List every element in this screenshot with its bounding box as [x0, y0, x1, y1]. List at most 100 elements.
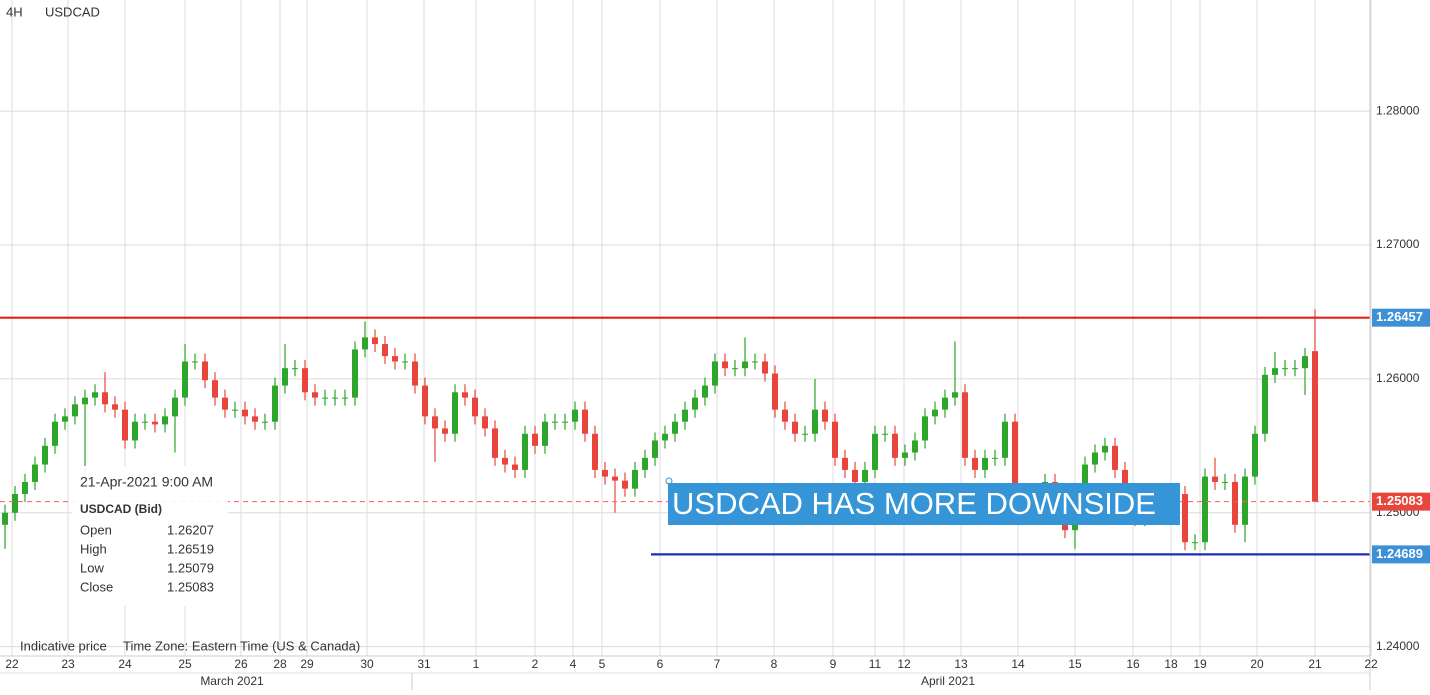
info-box	[72, 466, 228, 606]
candle-body	[672, 421, 678, 434]
candle-body	[322, 397, 328, 399]
candle-body	[782, 409, 788, 422]
candle-body	[152, 421, 158, 425]
footer-note: Indicative price	[20, 638, 107, 653]
candle-body	[1202, 476, 1208, 543]
candle-body	[1252, 433, 1258, 477]
candle-body	[282, 368, 288, 386]
y-tick-label: 1.27000	[1376, 237, 1420, 251]
candle-body	[382, 344, 388, 357]
candle-body	[222, 397, 228, 410]
candle-body	[42, 445, 48, 465]
candle-body	[472, 397, 478, 417]
x-tick-label: 16	[1126, 657, 1140, 671]
candle-body	[1122, 469, 1128, 495]
candle-body	[892, 433, 898, 458]
candle-body	[252, 416, 258, 422]
candle-body	[132, 421, 138, 441]
candle-body	[1312, 351, 1318, 502]
candle-body	[722, 361, 728, 369]
candle-body	[502, 457, 508, 465]
x-tick-label: 25	[178, 657, 192, 671]
candle-body	[102, 392, 108, 405]
y-tick-label: 1.26000	[1376, 371, 1420, 385]
candle-body	[562, 421, 568, 423]
x-tick-label: 23	[61, 657, 75, 671]
candle-body	[582, 409, 588, 434]
annotation-anchor	[665, 477, 673, 485]
candle-body	[332, 397, 338, 399]
candle-body	[262, 421, 268, 423]
candle-body	[572, 409, 578, 422]
candle-body	[652, 440, 658, 458]
candle-body	[242, 409, 248, 417]
candle-body	[12, 494, 18, 513]
info-label: High	[80, 541, 107, 556]
candle-body	[612, 476, 618, 481]
x-tick-label: 18	[1164, 657, 1178, 671]
candle-body	[2, 512, 8, 525]
x-tick-label: 31	[417, 657, 431, 671]
x-tick-label: 11	[869, 657, 882, 671]
x-tick-label: 28	[273, 657, 287, 671]
candle-body	[512, 464, 518, 470]
candle-body	[1112, 445, 1118, 470]
candle-body	[212, 380, 218, 398]
candle-body	[192, 361, 198, 363]
candle-body	[662, 433, 668, 441]
candle-body	[1222, 481, 1228, 483]
candle-body	[952, 392, 958, 398]
info-symbol: USDCAD (Bid)	[80, 502, 162, 516]
candle-body	[402, 361, 408, 363]
candle-body	[982, 457, 988, 470]
candle-body	[122, 409, 128, 441]
candle-body	[702, 385, 708, 398]
candle-body	[1242, 476, 1248, 525]
info-value: 1.26207	[167, 522, 214, 537]
timeframe: 4H	[6, 4, 23, 19]
candle-body	[1002, 421, 1008, 458]
x-tick-label: 2	[532, 657, 539, 671]
x-tick-label: 29	[300, 657, 314, 671]
info-label: Open	[80, 522, 112, 537]
candle-body	[62, 416, 68, 422]
candle-body	[842, 457, 848, 470]
candle-body	[632, 469, 638, 489]
candle-body	[682, 409, 688, 422]
candle-body	[182, 361, 188, 398]
candle-body	[352, 349, 358, 398]
candle-body	[202, 361, 208, 381]
price-label-box	[1372, 545, 1430, 564]
candle-body	[822, 409, 828, 422]
candle-body	[1292, 368, 1298, 370]
candle-body	[82, 397, 88, 405]
candle-body	[372, 337, 378, 345]
price-label: 1.25083	[1376, 493, 1423, 508]
candle-body	[592, 433, 598, 470]
x-tick-label: 5	[599, 657, 606, 671]
candle-body	[392, 356, 398, 362]
candle-body	[872, 433, 878, 470]
y-tick-label: 1.24000	[1376, 639, 1420, 653]
candle-body	[442, 428, 448, 434]
x-tick-label: 22	[1364, 657, 1378, 671]
month-label: April 2021	[921, 674, 975, 688]
candle-body	[972, 457, 978, 470]
symbol-title: USDCAD	[45, 4, 100, 19]
candle-body	[1282, 368, 1288, 370]
price-label: 1.26457	[1376, 309, 1423, 324]
candle-body	[22, 481, 28, 495]
x-tick-label: 4	[570, 657, 577, 671]
x-tick-label: 20	[1250, 657, 1264, 671]
x-tick-label: 7	[714, 657, 721, 671]
candle-body	[762, 361, 768, 374]
candle-body	[142, 421, 148, 423]
candle-body	[162, 416, 168, 425]
candle-body	[92, 392, 98, 398]
x-tick-label: 13	[954, 657, 968, 671]
candle-body	[52, 421, 58, 446]
x-tick-label: 21	[1308, 657, 1322, 671]
x-tick-label: 19	[1193, 657, 1207, 671]
